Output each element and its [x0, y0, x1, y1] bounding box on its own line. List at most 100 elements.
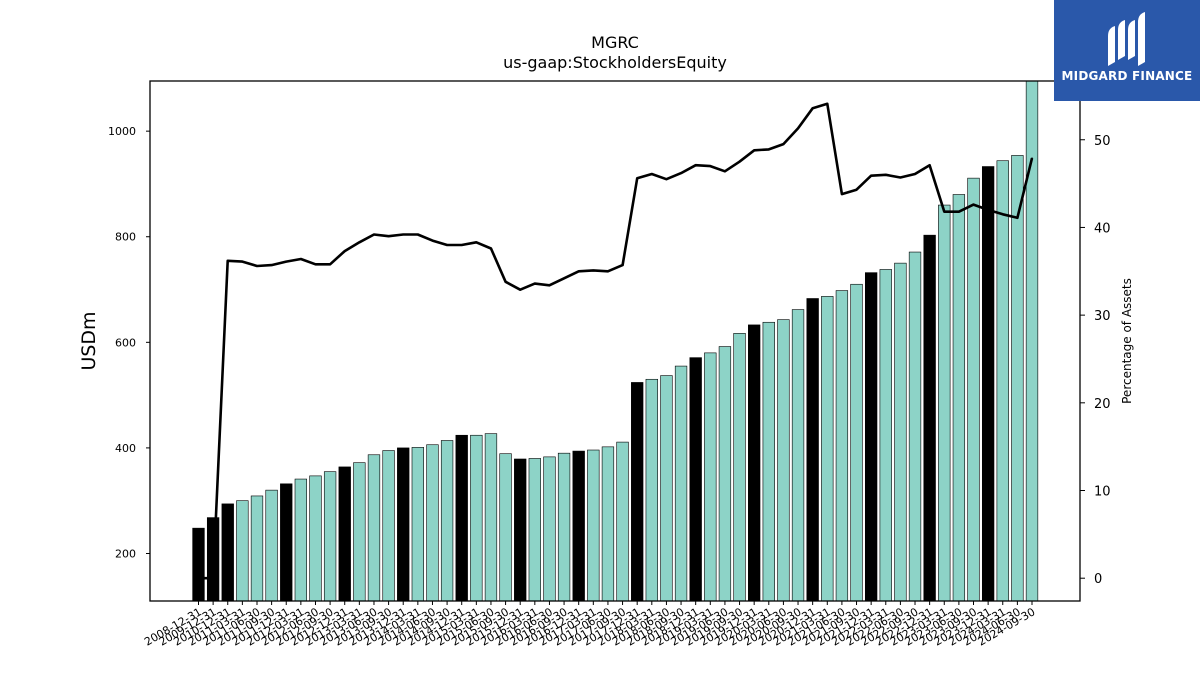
bar [733, 333, 746, 602]
line-point [256, 265, 258, 267]
y2-tick-label: 10 [1094, 485, 1111, 500]
bar [353, 462, 366, 602]
bar [294, 478, 308, 602]
y-tick-label: 400 [115, 442, 136, 455]
bar [777, 319, 790, 602]
bar [455, 434, 468, 602]
bar [323, 471, 337, 602]
line-point [870, 174, 872, 177]
line-point [343, 250, 346, 252]
y2-axis-label: Percentage of Assets [1120, 278, 1134, 404]
midgard-logo-icon [1108, 12, 1145, 66]
line-point [826, 102, 829, 105]
line-point [621, 264, 624, 266]
line-point [431, 239, 434, 242]
chart-subtitle: us-gaap:StockholdersEquity [503, 53, 727, 72]
y-axis-right: 0 10 20 30 40 50 [1080, 134, 1111, 587]
line-point [285, 260, 288, 263]
line-point [943, 210, 946, 213]
line-point [782, 143, 785, 145]
y2-tick-label: 40 [1094, 221, 1111, 236]
line-point [490, 247, 492, 250]
y-tick-label: 200 [115, 547, 136, 560]
line-point [329, 263, 331, 266]
line-point [358, 241, 361, 244]
bar [440, 440, 454, 602]
bar [338, 466, 351, 602]
bar [543, 456, 556, 602]
line-point [534, 282, 536, 285]
line-point [680, 172, 682, 174]
bar [908, 251, 922, 602]
bar [689, 357, 702, 602]
line-point [1001, 213, 1004, 216]
bar [557, 452, 571, 602]
line-point [563, 277, 565, 280]
bar [762, 321, 775, 602]
bar [967, 177, 980, 602]
bar [996, 160, 1009, 602]
chart-title: MGRC [591, 33, 639, 52]
bar [572, 450, 585, 602]
y-axis-label: USDm [78, 311, 100, 370]
bar [499, 453, 512, 602]
line-point [958, 210, 960, 213]
bar [674, 365, 688, 602]
y2-tick-label: 50 [1094, 134, 1111, 149]
line-point [797, 127, 799, 130]
bar [879, 269, 892, 602]
y-tick-label: 800 [115, 231, 136, 244]
brand-name: MIDGARD FINANCE [1061, 69, 1193, 83]
y2-tick-label: 20 [1094, 397, 1111, 412]
line-point [855, 188, 858, 191]
line-point [972, 203, 975, 206]
bar [718, 346, 732, 602]
bar [835, 290, 849, 602]
line-point [577, 270, 580, 273]
line-point [402, 233, 405, 236]
plot-frame [149, 80, 1081, 602]
bar [382, 450, 395, 602]
bar [309, 475, 322, 602]
line-point [724, 170, 726, 173]
bar [645, 378, 658, 602]
line-point [270, 264, 273, 266]
line-point [475, 241, 478, 244]
line-point [226, 259, 229, 262]
y-axis-left: 200 400 600 800 1000 [108, 125, 150, 560]
bar [748, 324, 761, 602]
line-point [694, 164, 697, 166]
bar [397, 447, 410, 602]
line-point [300, 258, 302, 260]
bar [616, 441, 629, 602]
line-point [592, 269, 595, 272]
line-point [314, 263, 317, 266]
line-point [387, 235, 390, 238]
line-point [899, 176, 902, 179]
bar [514, 458, 527, 602]
bar [923, 234, 936, 602]
line-point [665, 178, 668, 181]
bar [601, 446, 615, 602]
bar [236, 500, 249, 602]
bar [1011, 155, 1024, 602]
line-series [197, 102, 1034, 580]
line-point [1031, 157, 1033, 159]
line-point [841, 193, 843, 195]
bar [265, 489, 278, 602]
line-point [767, 148, 770, 151]
x-axis: 2008-12-312009-12-312010-12-312011-03-31… [142, 601, 1038, 649]
bar [470, 434, 483, 602]
bar [631, 382, 644, 602]
bar [791, 309, 805, 602]
y2-tick-label: 30 [1094, 309, 1111, 324]
line-point [709, 165, 712, 167]
line-point [753, 149, 755, 152]
line-point [504, 281, 507, 283]
line-point [987, 209, 989, 211]
line-point [519, 288, 522, 291]
bar [221, 503, 234, 602]
brand-logo: MIDGARD FINANCE [1054, 0, 1200, 101]
bar [660, 375, 673, 602]
